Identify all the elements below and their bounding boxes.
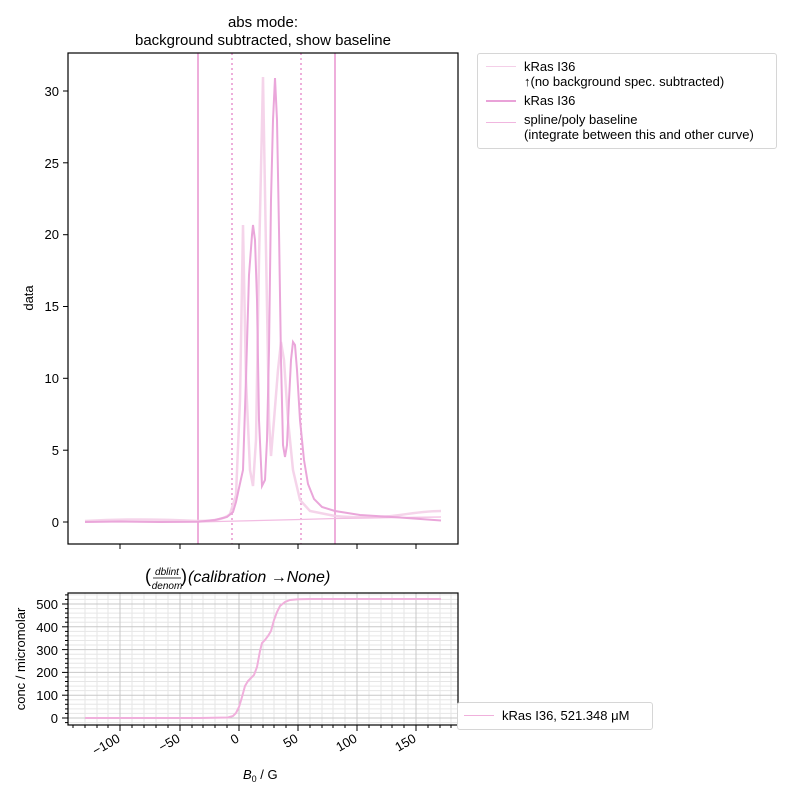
legend-label-raw-line2: ↑(no background spec. subtracted)	[524, 74, 725, 89]
concentration-curve	[85, 598, 441, 719]
title-rest: (calibration →None)	[188, 569, 330, 586]
bottom-xtick-labels: −100 −50 0 50 100 150	[90, 731, 419, 759]
legend-swatch-raw	[486, 66, 516, 67]
bottom-ytick-labels: 0 100 200 300 400 500	[36, 597, 58, 726]
legend-item-raw: kRas I36 ↑(no background spec. subtracted…	[478, 57, 776, 91]
xlabel-symbol: B	[243, 767, 252, 782]
bottom-ytick-label: 0	[51, 711, 58, 726]
svg-text:(: (	[145, 566, 151, 586]
legend-label-baseline-line1: spline/poly baseline	[524, 112, 638, 127]
integration-bounds	[197, 53, 336, 544]
title-fraction-denominator: denom	[152, 581, 183, 592]
bottom-plot: ( dblint denom ) (calibration →None)	[13, 566, 459, 784]
bottom-ytick-label: 100	[36, 688, 58, 703]
top-plot-frame	[67, 52, 459, 545]
legend-item-subtracted: kRas I36	[478, 91, 776, 110]
bottom-ytick-label: 500	[36, 597, 58, 612]
legend-swatch-baseline	[486, 122, 516, 123]
top-plot: abs mode: background subtracted, show ba…	[21, 14, 459, 549]
bottom-legend: kRas I36, 521.348 μM	[457, 702, 653, 730]
spectrum-curve	[84, 77, 442, 524]
top-plot-title-line2: background subtracted, show baseline	[135, 32, 391, 49]
xtick-label: −50	[156, 731, 183, 755]
bottom-ytick-label: 200	[36, 665, 58, 680]
legend-label-subtracted: kRas I36	[524, 93, 576, 108]
top-ytick-label: 30	[45, 84, 59, 99]
top-ylabel: data	[21, 285, 36, 311]
svg-text:): )	[181, 566, 187, 586]
legend-swatch-concentration	[464, 715, 494, 716]
xtick-label: 100	[333, 731, 359, 755]
bottom-ytick-label: 300	[36, 643, 58, 658]
xtick-label: 0	[228, 731, 242, 748]
xtick-label: 50	[280, 731, 300, 751]
bottom-xlabel: B0 / G	[243, 767, 278, 784]
xtick-label: 150	[392, 731, 418, 755]
legend-label-raw-line1: kRas I36	[524, 59, 576, 74]
top-plot-title-line1: abs mode:	[228, 14, 298, 31]
top-y-axis: 0 5 10 15 20 25 30	[45, 84, 68, 530]
top-ytick-label: 10	[45, 371, 59, 386]
top-ytick-label: 25	[45, 156, 59, 171]
major-grid	[68, 593, 458, 725]
legend-item-concentration: kRas I36, 521.348 μM	[458, 703, 652, 725]
title-fraction-numerator: dblint	[155, 567, 180, 578]
top-ytick-label: 20	[45, 227, 59, 242]
xtick-label: −100	[90, 731, 123, 759]
top-ytick-label: 15	[45, 299, 59, 314]
legend-label-baseline-line2: (integrate between this and other curve)	[524, 127, 754, 142]
bottom-x-axis	[72, 725, 452, 731]
legend-swatch-subtracted	[486, 100, 516, 102]
bottom-ylabel: conc / micromolar	[13, 607, 28, 710]
raw-spectrum-curve	[84, 76, 442, 523]
top-ytick-label: 5	[52, 443, 59, 458]
bottom-ytick-label: 400	[36, 620, 58, 635]
legend-item-baseline: spline/poly baseline (integrate between t…	[478, 110, 776, 144]
xlabel-subscript: 0	[252, 774, 257, 784]
bottom-plot-title: ( dblint denom ) (calibration →None)	[145, 566, 330, 592]
top-legend: kRas I36 ↑(no background spec. subtracted…	[477, 53, 777, 149]
legend-label-concentration: kRas I36, 521.348 μM	[502, 708, 630, 723]
top-x-axis	[119, 544, 417, 549]
xlabel-unit: / G	[257, 767, 278, 782]
bottom-y-axis	[62, 594, 68, 724]
top-ytick-label: 0	[52, 515, 59, 530]
minor-grid	[68, 593, 458, 725]
